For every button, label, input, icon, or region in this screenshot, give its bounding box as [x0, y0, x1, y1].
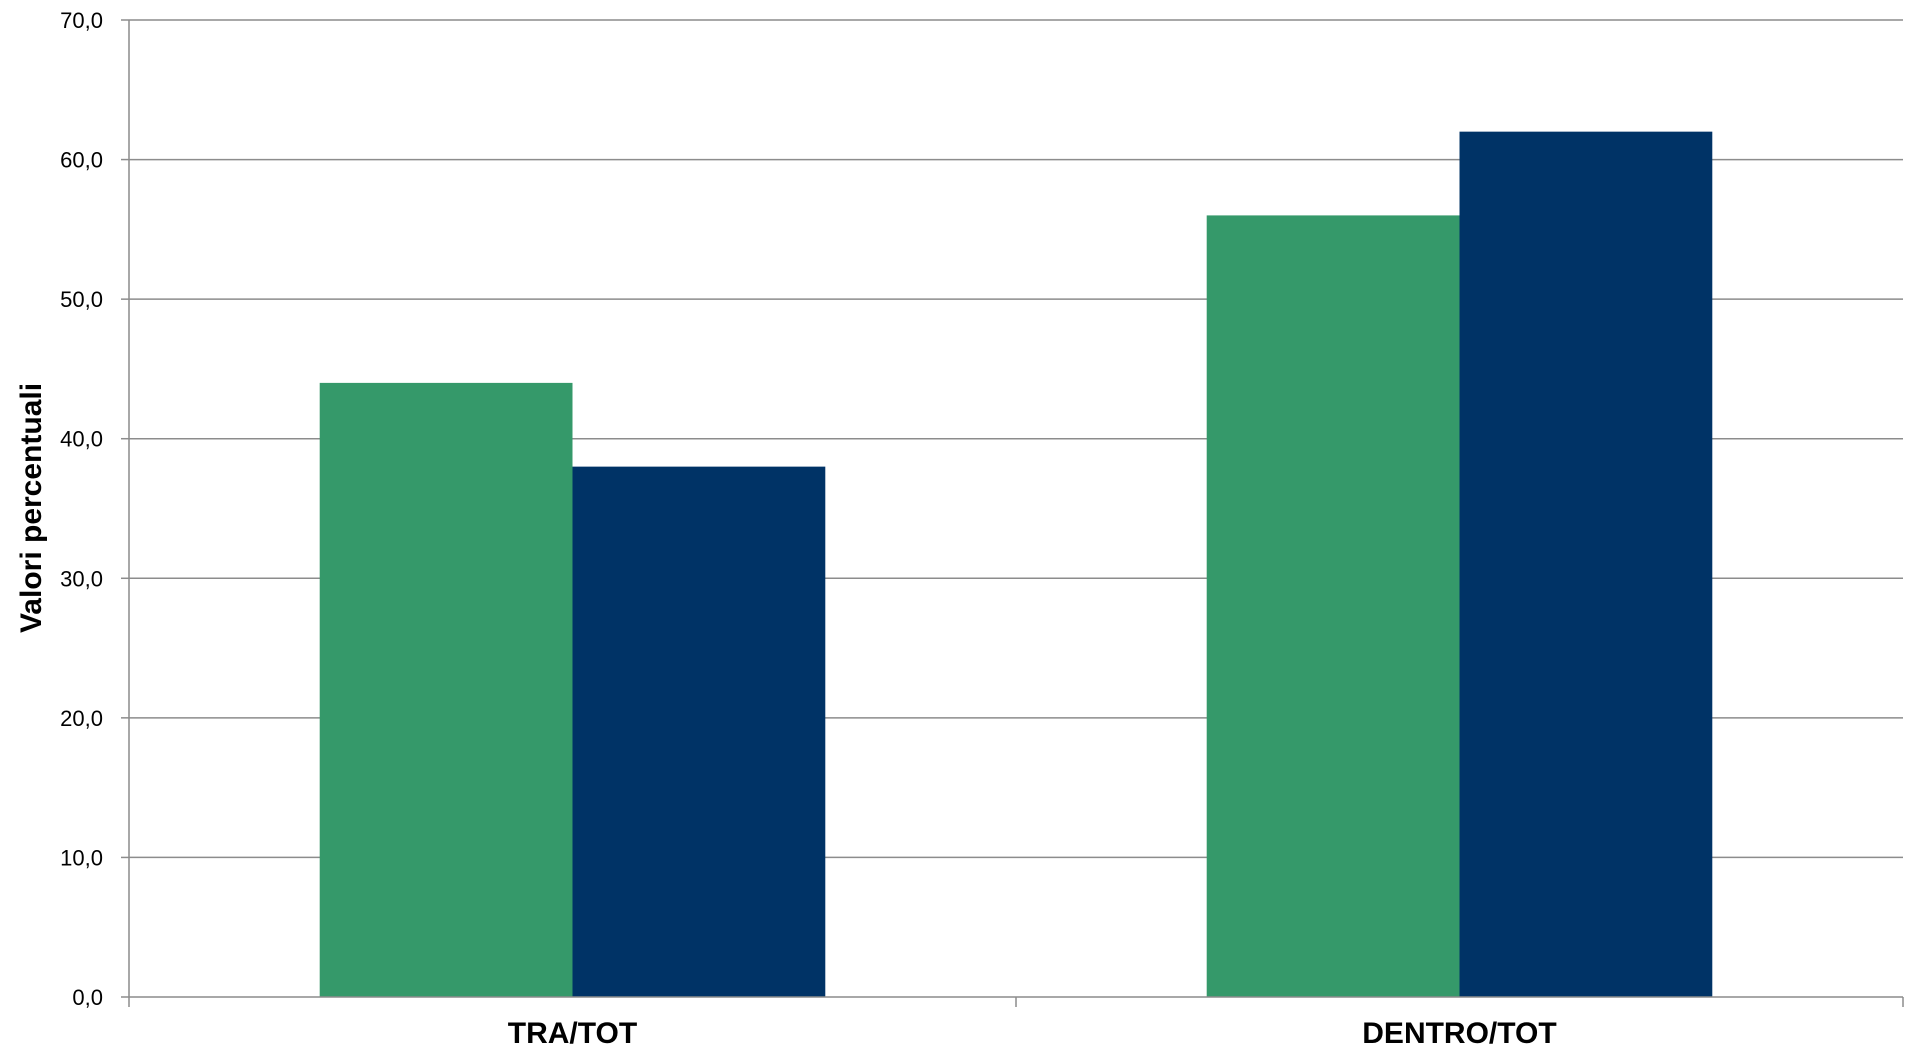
- y-tick-label: 30,0: [60, 566, 103, 591]
- y-tick-label: 50,0: [60, 287, 103, 312]
- y-tick-label: 60,0: [60, 148, 103, 173]
- y-axis-title: Valori percentuali: [15, 383, 48, 633]
- bar-tra-tot-series-2: [572, 466, 826, 998]
- y-tick-label: 70,0: [60, 8, 103, 33]
- bar-dentro-tot-series-2: [1459, 131, 1713, 997]
- y-tick-label: 0,0: [72, 985, 103, 1010]
- x-tick-label: DENTRO/TOT: [1362, 1017, 1556, 1050]
- x-tick-labels: TRA/TOT DENTRO/TOT: [508, 1017, 1557, 1050]
- y-tick-label: 40,0: [60, 427, 103, 452]
- bar-tra-tot-series-1: [319, 382, 573, 997]
- bars: [319, 131, 1713, 998]
- y-tick-label: 20,0: [60, 706, 103, 731]
- y-tick-labels: 0,0 10,0 20,0 30,0 40,0 50,0 60,0 70,0: [60, 8, 103, 1010]
- y-tick-label: 10,0: [60, 845, 103, 870]
- x-tick-label: TRA/TOT: [508, 1017, 637, 1050]
- axes: [121, 19, 1904, 1007]
- bar-dentro-tot-series-1: [1206, 215, 1460, 997]
